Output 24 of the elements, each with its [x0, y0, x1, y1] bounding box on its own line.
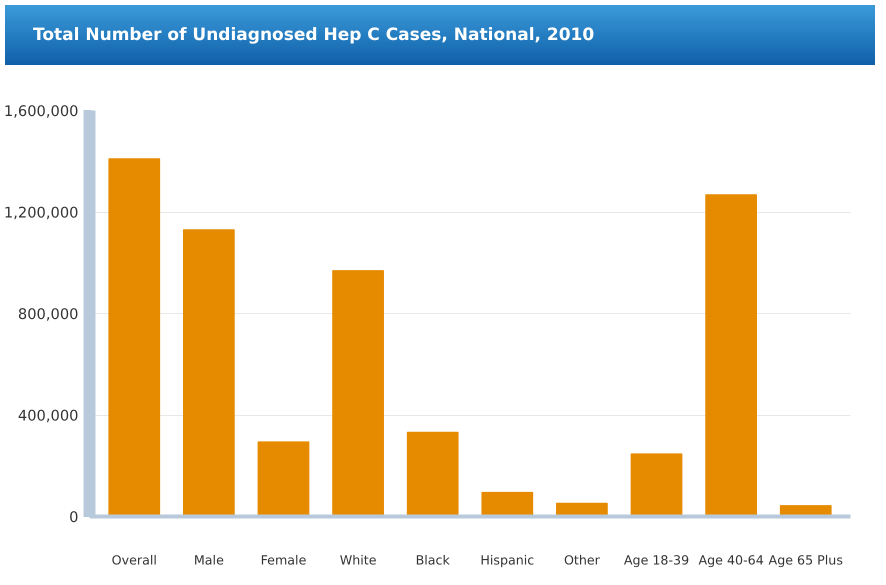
x-tick-label: Hispanic: [480, 552, 534, 568]
bar: [108, 158, 160, 516]
x-tick-label: Age 65 Plus: [768, 552, 843, 568]
bar: [183, 229, 235, 516]
bar: [332, 270, 384, 516]
x-tick-label: Age 40-64: [698, 552, 764, 568]
x-tick-label: Female: [260, 552, 307, 568]
y-tick-label: 0: [69, 509, 79, 526]
bar: [406, 432, 459, 516]
x-tick-label: Other: [564, 552, 601, 568]
y-tick-label: 400,000: [18, 408, 78, 424]
x-tick-label: White: [340, 552, 377, 568]
bar: [258, 441, 310, 516]
y-tick-label: 1,600,000: [4, 103, 79, 120]
bar: [481, 492, 534, 516]
y-tick-label: 800,000: [18, 306, 78, 323]
bar: [705, 194, 757, 516]
chart-title: Total Number of Undiagnosed Hep C Cases, National, 2010: [33, 24, 594, 47]
x-tick-label: Overall: [112, 552, 157, 568]
x-tick-label: Black: [416, 552, 450, 568]
x-tick-label: Male: [194, 552, 224, 568]
x-tick-label: Age 18-39: [624, 552, 690, 568]
y-tick-label: 1,200,000: [4, 204, 79, 222]
bar: [630, 453, 682, 516]
